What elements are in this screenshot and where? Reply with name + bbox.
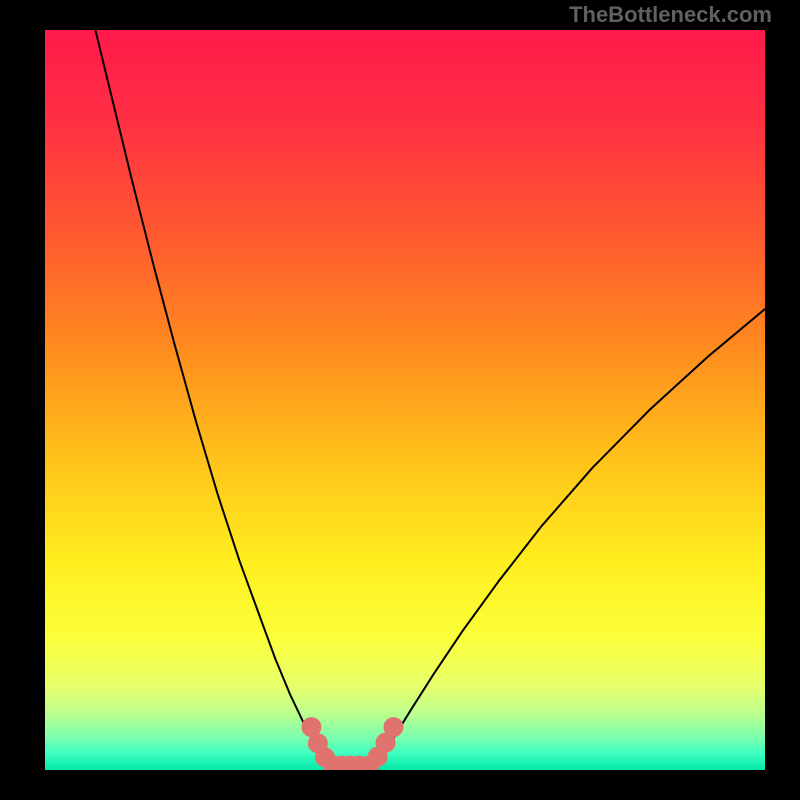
watermark-text: TheBottleneck.com (569, 2, 772, 28)
plot-area (45, 30, 765, 770)
gradient-background (45, 30, 765, 770)
chart-svg (45, 30, 765, 770)
data-marker (383, 717, 403, 737)
